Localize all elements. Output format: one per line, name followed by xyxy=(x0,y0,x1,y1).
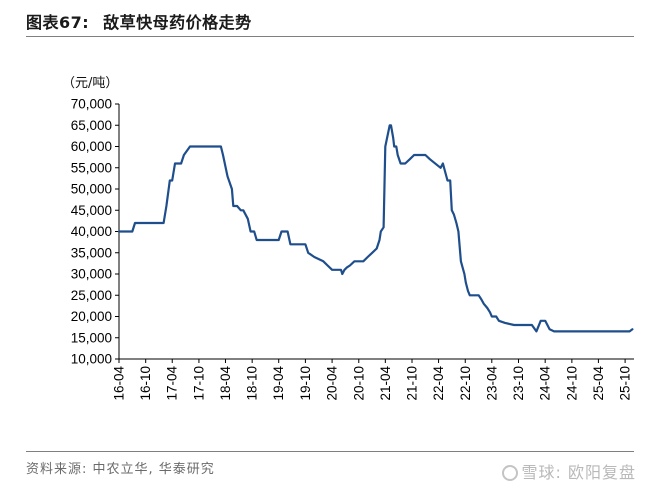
y-tick-label: 50,000 xyxy=(71,182,112,197)
figure-title: 图表67: 敌草快母药价格走势 xyxy=(26,9,252,33)
y-tick-label: 20,000 xyxy=(71,309,112,324)
y-tick-label: 70,000 xyxy=(71,97,112,112)
chart-axes xyxy=(118,104,634,360)
snowball-logo-icon xyxy=(501,465,518,481)
x-tick-label: 23-10 xyxy=(511,366,526,401)
y-tick-label: 35,000 xyxy=(71,245,112,260)
x-tick-label: 16-10 xyxy=(138,366,153,401)
price-series-line xyxy=(117,124,634,333)
top-rule xyxy=(26,36,634,37)
y-tick-label: 55,000 xyxy=(71,160,112,175)
watermark: 雪球: 欧阳复盘 xyxy=(501,459,636,483)
bottom-rule xyxy=(26,451,634,452)
x-tick-label: 18-04 xyxy=(218,366,233,401)
x-tick-label: 24-04 xyxy=(538,366,553,401)
x-tick-label: 17-04 xyxy=(165,366,180,401)
y-tick-label: 30,000 xyxy=(71,267,112,282)
x-tick-label: 19-04 xyxy=(271,366,286,401)
x-tick-label: 18-10 xyxy=(245,366,260,401)
y-tick-label: 25,000 xyxy=(71,288,112,303)
figure-label: 图表67: xyxy=(26,13,90,32)
x-tick-label: 20-10 xyxy=(351,366,366,401)
x-tick-label: 22-10 xyxy=(458,366,473,401)
x-tick-label: 21-04 xyxy=(378,366,393,401)
x-tick-label: 22-04 xyxy=(431,366,446,401)
x-tick-label: 23-04 xyxy=(484,366,499,401)
x-tick-label: 25-04 xyxy=(591,366,606,401)
watermark-text: 雪球: 欧阳复盘 xyxy=(521,463,636,482)
y-axis-unit-label: （元/吨） xyxy=(62,76,119,91)
x-tick-label: 16-04 xyxy=(112,366,127,401)
y-tick-label: 15,000 xyxy=(71,330,112,345)
chart-series xyxy=(117,124,634,333)
source-note: 资料来源: 中农立华, 华泰研究 xyxy=(26,462,215,477)
x-tick-label: 19-10 xyxy=(298,366,313,401)
chart-ticks: 10,000 15,000 20,000 25,000 30,000 35,000 40,0… xyxy=(71,97,633,401)
y-tick-label: 60,000 xyxy=(71,139,112,154)
x-tick-label: 17-10 xyxy=(191,366,206,401)
x-tick-label: 25-10 xyxy=(618,366,633,401)
x-tick-label: 21-10 xyxy=(405,366,420,401)
figure-title-text: 敌草快母药价格走势 xyxy=(103,13,252,32)
y-tick-label: 40,000 xyxy=(71,224,112,239)
y-tick-label: 65,000 xyxy=(71,118,112,133)
x-tick-label: 20-04 xyxy=(325,366,340,401)
y-tick-label: 45,000 xyxy=(71,203,112,218)
y-tick-label: 10,000 xyxy=(71,352,112,367)
x-tick-label: 24-10 xyxy=(564,366,579,401)
